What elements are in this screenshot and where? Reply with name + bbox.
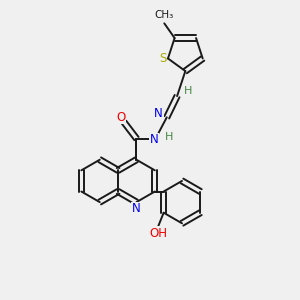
Text: N: N (154, 107, 163, 120)
Text: S: S (159, 52, 166, 65)
Text: N: N (150, 134, 158, 146)
Text: O: O (116, 110, 125, 124)
Text: H: H (165, 132, 173, 142)
Text: H: H (184, 86, 193, 96)
Text: CH₃: CH₃ (155, 10, 174, 20)
Text: OH: OH (149, 227, 167, 240)
Text: N: N (132, 202, 141, 215)
